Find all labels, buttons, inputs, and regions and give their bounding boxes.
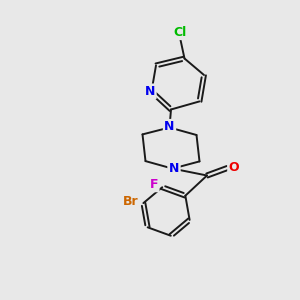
- Text: N: N: [145, 85, 155, 98]
- Text: O: O: [229, 161, 239, 174]
- Text: Br: Br: [123, 195, 139, 208]
- Text: N: N: [164, 120, 175, 134]
- Text: F: F: [150, 178, 158, 191]
- Text: Cl: Cl: [173, 26, 187, 39]
- Text: N: N: [169, 162, 179, 175]
